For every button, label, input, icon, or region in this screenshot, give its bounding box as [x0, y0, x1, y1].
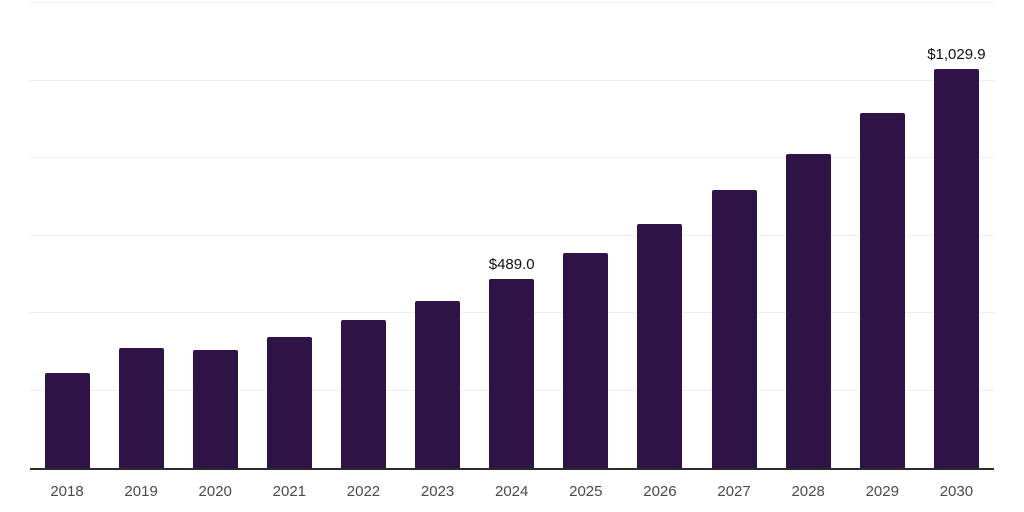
- gridline: [30, 234, 994, 236]
- x-axis-tick-label: 2026: [643, 483, 677, 500]
- x-axis-tick-label: 2023: [420, 483, 455, 500]
- x-axis-tick-label: 2030: [939, 483, 974, 500]
- bar-2030: [933, 68, 979, 468]
- gridline: [30, 79, 994, 81]
- x-axis-tick-label: 2027: [717, 483, 751, 500]
- bar-2019: [118, 347, 164, 468]
- bar-2028: [785, 153, 831, 468]
- x-axis-tick-label: 2025: [569, 483, 603, 500]
- bar-2020: [192, 349, 238, 468]
- x-axis-tick-label: 2024: [495, 483, 529, 500]
- bar-2027: [711, 189, 757, 468]
- x-axis: 2018 2019 2020 2021 2022 2023 2024 2025 2026 2027…: [30, 481, 994, 503]
- bar-2021: [266, 337, 312, 468]
- bar-2024: [489, 278, 535, 468]
- bar-2023: [415, 301, 461, 468]
- x-axis-tick-label: 2029: [865, 483, 899, 500]
- gridline: [30, 2, 994, 3]
- gridline: [30, 157, 994, 158]
- x-axis-tick-label: 2028: [791, 483, 825, 500]
- plot-area: $489.0 $1,029.9: [30, 2, 994, 470]
- x-axis-tick-label: 2019: [124, 483, 158, 500]
- x-axis-tick-label: 2018: [50, 483, 84, 500]
- bar-2025: [563, 253, 609, 468]
- bar-2022: [340, 320, 386, 468]
- x-axis-line: [30, 468, 994, 470]
- x-axis-tick-label: 2022: [346, 483, 381, 500]
- bar-2026: [637, 223, 683, 468]
- bar-2018: [44, 373, 90, 468]
- bar-value-label: $489.0: [488, 255, 535, 273]
- x-axis-tick-label: 2021: [272, 483, 307, 500]
- x-axis-tick-label: 2020: [198, 483, 232, 500]
- bar-value-label: $1,029.9: [927, 45, 986, 63]
- bar-2029: [859, 112, 905, 468]
